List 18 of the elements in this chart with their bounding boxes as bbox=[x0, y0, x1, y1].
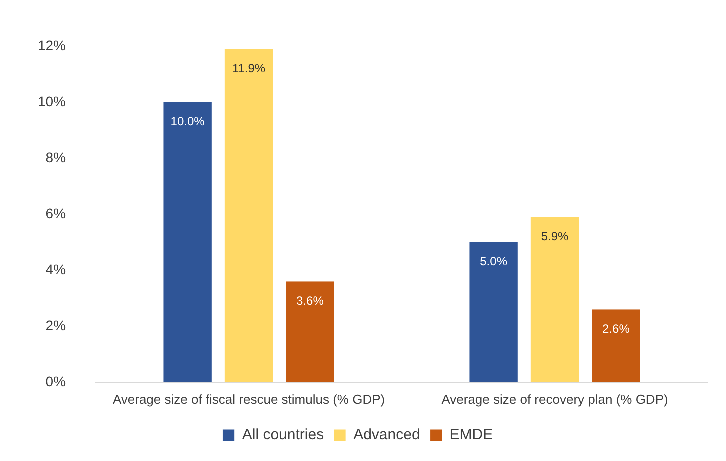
legend-label: Advanced bbox=[354, 426, 420, 444]
legend-label: All countries bbox=[242, 426, 324, 444]
x-tick-label: Average size of recovery plan (% GDP) bbox=[442, 392, 668, 407]
y-tick-label: 4% bbox=[46, 261, 66, 278]
y-tick-label: 10% bbox=[38, 93, 66, 110]
data-label: 10.0% bbox=[170, 114, 206, 129]
data-label: 3.6% bbox=[296, 294, 324, 308]
x-tick-label: Average size of fiscal rescue stimulus (% GDP) bbox=[112, 392, 386, 407]
data-label: 2.6% bbox=[602, 322, 630, 336]
y-tick-label: 6% bbox=[46, 205, 66, 222]
y-tick-label: 0% bbox=[46, 373, 66, 390]
data-label: 5.0% bbox=[480, 254, 508, 269]
data-label: 5.9% bbox=[541, 230, 570, 244]
y-tick-label: 8% bbox=[46, 149, 66, 166]
data-label: 11.9% bbox=[232, 62, 266, 76]
y-tick-label: 2% bbox=[46, 317, 66, 334]
legend-label: EMDE bbox=[450, 426, 494, 444]
y-tick-label: 12% bbox=[38, 37, 66, 54]
